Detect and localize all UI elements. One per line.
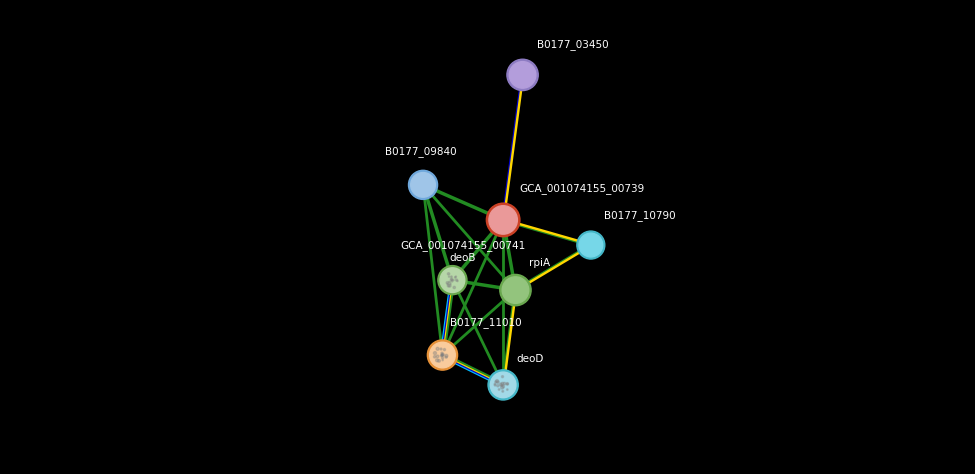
- Circle shape: [436, 355, 439, 358]
- Circle shape: [457, 281, 458, 282]
- Circle shape: [450, 276, 452, 277]
- Circle shape: [444, 348, 446, 351]
- Circle shape: [453, 286, 455, 289]
- Circle shape: [495, 380, 498, 383]
- Circle shape: [495, 381, 497, 383]
- Circle shape: [448, 276, 449, 277]
- Circle shape: [441, 352, 443, 354]
- Circle shape: [450, 278, 452, 281]
- Circle shape: [434, 356, 436, 358]
- Circle shape: [579, 233, 603, 257]
- Circle shape: [442, 353, 445, 356]
- Circle shape: [507, 389, 508, 390]
- Circle shape: [427, 340, 457, 370]
- Circle shape: [442, 354, 444, 356]
- Circle shape: [438, 265, 467, 295]
- Circle shape: [449, 283, 451, 284]
- Circle shape: [455, 276, 456, 277]
- Circle shape: [444, 271, 462, 289]
- Circle shape: [433, 346, 452, 365]
- Text: rpiA: rpiA: [528, 258, 550, 268]
- Text: GCA_001074155_00741
deoB: GCA_001074155_00741 deoB: [401, 241, 526, 263]
- Circle shape: [451, 279, 452, 281]
- Circle shape: [500, 386, 504, 389]
- Text: deoD: deoD: [517, 354, 544, 364]
- Circle shape: [451, 280, 452, 282]
- Circle shape: [454, 277, 456, 278]
- Circle shape: [507, 383, 508, 385]
- Circle shape: [448, 281, 450, 283]
- Circle shape: [501, 383, 504, 385]
- Circle shape: [501, 375, 503, 378]
- Circle shape: [448, 273, 449, 275]
- Text: B0177_03450: B0177_03450: [537, 39, 608, 50]
- Circle shape: [496, 384, 499, 387]
- Circle shape: [430, 342, 455, 368]
- Circle shape: [499, 383, 502, 386]
- Circle shape: [442, 360, 444, 361]
- Circle shape: [448, 284, 449, 287]
- Circle shape: [502, 277, 528, 303]
- Circle shape: [445, 354, 448, 357]
- Circle shape: [447, 282, 448, 284]
- Text: B0177_11010: B0177_11010: [449, 317, 522, 328]
- Circle shape: [494, 384, 496, 386]
- Circle shape: [506, 383, 509, 385]
- Circle shape: [487, 203, 520, 237]
- Circle shape: [498, 389, 500, 390]
- Circle shape: [409, 170, 438, 200]
- Circle shape: [442, 357, 444, 359]
- Circle shape: [446, 356, 448, 358]
- Text: GCA_001074155_00739: GCA_001074155_00739: [520, 183, 645, 194]
- Circle shape: [453, 280, 454, 281]
- Circle shape: [490, 372, 516, 398]
- Circle shape: [502, 385, 504, 388]
- Circle shape: [441, 355, 443, 356]
- Circle shape: [494, 383, 495, 385]
- Circle shape: [493, 375, 513, 394]
- Circle shape: [448, 284, 451, 287]
- Circle shape: [507, 59, 538, 91]
- Text: B0177_09840: B0177_09840: [385, 146, 456, 157]
- Circle shape: [442, 354, 444, 356]
- Text: B0177_10790: B0177_10790: [604, 210, 676, 221]
- Circle shape: [509, 62, 536, 88]
- Circle shape: [436, 347, 439, 350]
- Circle shape: [447, 283, 448, 284]
- Circle shape: [440, 268, 465, 292]
- Circle shape: [500, 274, 531, 306]
- Circle shape: [410, 173, 436, 197]
- Circle shape: [438, 359, 441, 362]
- Circle shape: [488, 206, 518, 234]
- Circle shape: [434, 352, 437, 355]
- Circle shape: [577, 231, 604, 259]
- Circle shape: [441, 354, 443, 356]
- Circle shape: [455, 279, 457, 281]
- Circle shape: [503, 383, 506, 385]
- Circle shape: [502, 391, 504, 392]
- Circle shape: [488, 370, 519, 400]
- Circle shape: [440, 348, 442, 350]
- Circle shape: [501, 384, 502, 386]
- Circle shape: [496, 381, 499, 383]
- Circle shape: [436, 359, 439, 362]
